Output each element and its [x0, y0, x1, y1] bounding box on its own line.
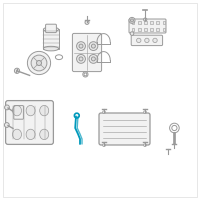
Circle shape: [137, 38, 141, 43]
Circle shape: [144, 111, 146, 114]
Bar: [132, 21, 134, 24]
Bar: [150, 21, 153, 24]
Bar: [150, 28, 153, 31]
Circle shape: [77, 42, 85, 50]
Circle shape: [31, 55, 47, 71]
Circle shape: [91, 57, 95, 61]
Bar: [163, 28, 165, 31]
Circle shape: [91, 44, 95, 48]
FancyBboxPatch shape: [129, 19, 166, 33]
Bar: [43, 29, 59, 49]
Circle shape: [103, 111, 105, 114]
FancyBboxPatch shape: [6, 101, 53, 144]
Ellipse shape: [40, 105, 49, 116]
Bar: [156, 28, 159, 31]
Circle shape: [130, 32, 134, 35]
Circle shape: [89, 42, 98, 50]
FancyBboxPatch shape: [131, 35, 163, 46]
Circle shape: [14, 68, 20, 73]
Bar: [144, 21, 147, 24]
Ellipse shape: [26, 129, 35, 140]
Bar: [163, 21, 165, 24]
Bar: [132, 28, 134, 31]
Circle shape: [77, 54, 85, 63]
Bar: [138, 21, 141, 24]
FancyBboxPatch shape: [99, 113, 150, 145]
Circle shape: [145, 38, 149, 43]
Ellipse shape: [40, 129, 49, 140]
Circle shape: [89, 54, 98, 63]
Circle shape: [129, 17, 135, 23]
Circle shape: [153, 38, 157, 43]
Circle shape: [5, 105, 9, 110]
Circle shape: [4, 123, 9, 127]
Circle shape: [144, 18, 147, 21]
Circle shape: [79, 57, 83, 61]
Ellipse shape: [12, 105, 22, 116]
Ellipse shape: [43, 27, 59, 32]
Circle shape: [85, 20, 89, 24]
Bar: [138, 28, 141, 31]
Circle shape: [103, 144, 105, 147]
Circle shape: [144, 144, 146, 147]
Circle shape: [130, 19, 134, 22]
Ellipse shape: [26, 105, 35, 116]
Circle shape: [36, 60, 42, 66]
FancyBboxPatch shape: [46, 24, 56, 33]
Circle shape: [27, 51, 51, 75]
FancyBboxPatch shape: [72, 33, 102, 72]
Bar: [144, 28, 147, 31]
Ellipse shape: [43, 46, 59, 51]
Circle shape: [79, 44, 83, 48]
Bar: [156, 21, 159, 24]
Ellipse shape: [12, 129, 22, 140]
